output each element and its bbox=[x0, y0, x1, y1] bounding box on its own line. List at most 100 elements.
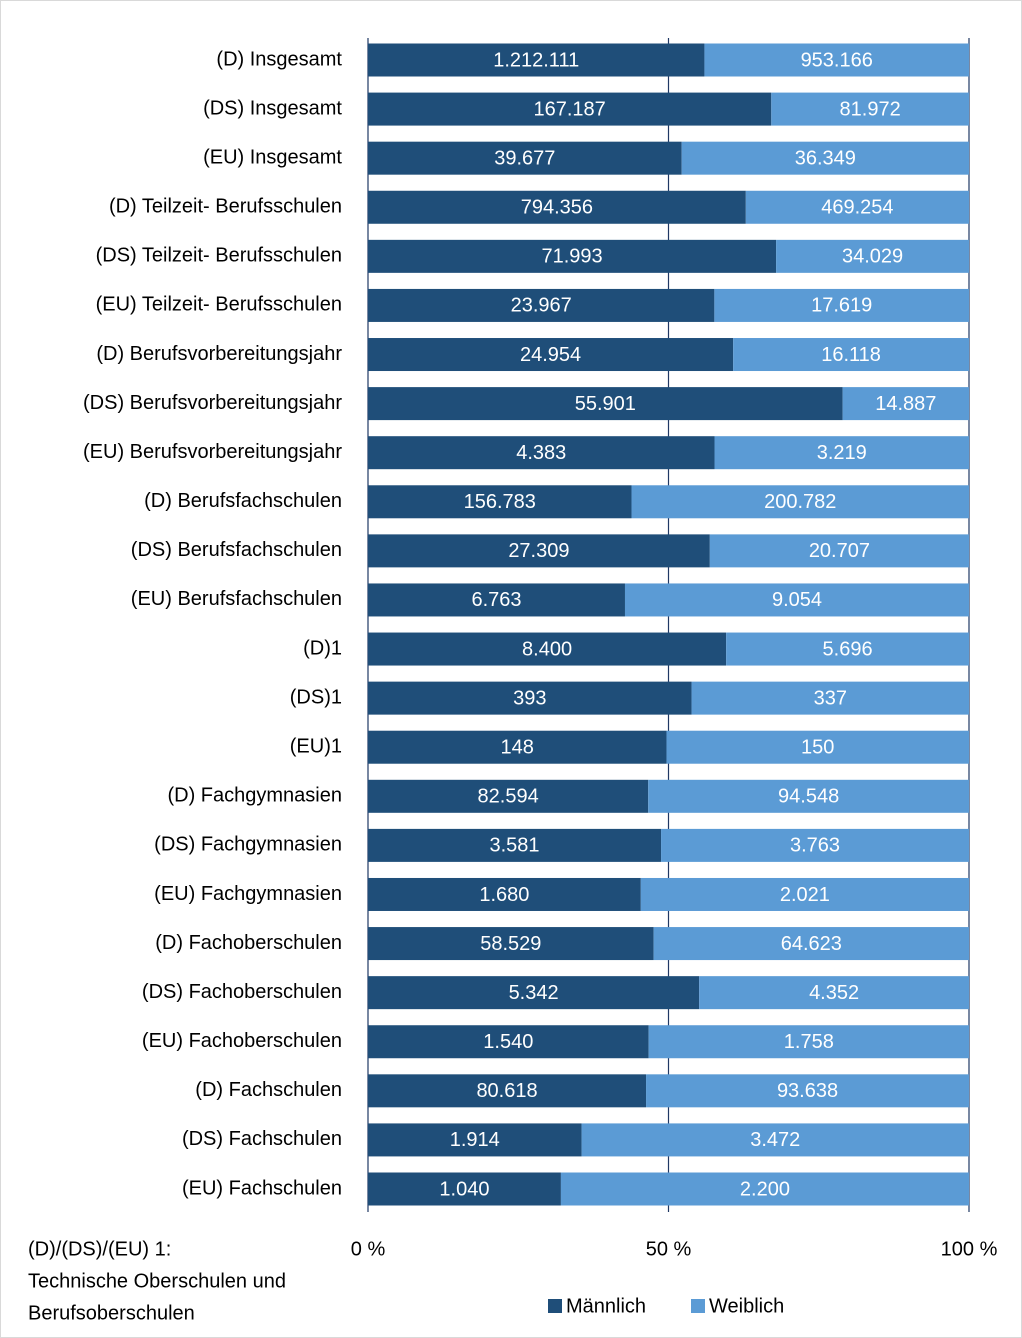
y-tick-label: (DS)1 bbox=[290, 686, 342, 708]
data-label: 1.212.111 bbox=[493, 49, 579, 71]
data-label: 64.623 bbox=[781, 933, 842, 955]
data-label: 94.548 bbox=[778, 786, 839, 808]
bar-segment bbox=[714, 288, 969, 322]
bar-segment bbox=[368, 92, 772, 126]
legend-label: Weiblich bbox=[709, 1295, 784, 1317]
data-label: 3.581 bbox=[489, 835, 539, 857]
bar-segment bbox=[714, 436, 969, 470]
data-label: 36.349 bbox=[795, 147, 856, 169]
bar-segment bbox=[368, 141, 682, 175]
y-tick-label: (D) Berufsvorbereitungsjahr bbox=[96, 343, 342, 365]
y-tick-label: (EU) Fachgymnasien bbox=[154, 883, 342, 905]
bar-segment bbox=[368, 976, 700, 1010]
data-label: 27.309 bbox=[508, 540, 569, 562]
data-label: 3.472 bbox=[750, 1129, 800, 1151]
y-tick-label: (EU)1 bbox=[290, 735, 342, 757]
data-label: 4.383 bbox=[516, 442, 566, 464]
data-label: 39.677 bbox=[494, 147, 555, 169]
data-label: 9.054 bbox=[772, 589, 822, 611]
bar-segment bbox=[368, 1074, 647, 1108]
y-tick-label: (D) Fachoberschulen bbox=[155, 932, 342, 954]
bar-segment bbox=[646, 1074, 969, 1108]
note: Berufsoberschulen bbox=[28, 1302, 195, 1324]
data-label: 20.707 bbox=[809, 540, 870, 562]
data-label: 58.529 bbox=[480, 933, 541, 955]
bar-segment bbox=[681, 141, 969, 175]
y-tick-label: (DS) Teilzeit- Berufsschulen bbox=[96, 245, 342, 267]
y-tick-label: (EU) Fachoberschulen bbox=[142, 1030, 342, 1052]
data-label: 34.029 bbox=[842, 246, 903, 268]
data-label: 2.021 bbox=[780, 884, 830, 906]
bar-segment bbox=[368, 1172, 561, 1206]
y-tick-label: (D) Insgesamt bbox=[216, 48, 342, 70]
data-label: 4.352 bbox=[809, 982, 859, 1004]
bar-segment bbox=[368, 779, 649, 813]
data-label: 167.187 bbox=[533, 98, 605, 120]
y-tick-label: (D) Teilzeit- Berufsschulen bbox=[109, 196, 342, 218]
data-label: 1.040 bbox=[439, 1178, 489, 1200]
data-label: 148 bbox=[501, 736, 534, 758]
y-tick-label: (DS) Insgesamt bbox=[203, 97, 342, 119]
bar-segment bbox=[640, 877, 969, 911]
x-tick-label: 100 % bbox=[941, 1238, 998, 1260]
bar-segment bbox=[368, 190, 746, 224]
data-label: 14.887 bbox=[875, 393, 936, 415]
data-label: 23.967 bbox=[511, 295, 572, 317]
data-label: 82.594 bbox=[478, 786, 539, 808]
data-label: 24.954 bbox=[520, 344, 581, 366]
bar-segment bbox=[368, 534, 710, 568]
bar-segment bbox=[368, 239, 777, 273]
bar-segment bbox=[368, 436, 715, 470]
bar-segment bbox=[666, 730, 969, 764]
bar-segment bbox=[771, 92, 969, 126]
data-label: 93.638 bbox=[777, 1080, 838, 1102]
bar-segment bbox=[368, 877, 641, 911]
data-label: 80.618 bbox=[476, 1080, 537, 1102]
data-label: 1.914 bbox=[450, 1129, 500, 1151]
legend-swatch bbox=[548, 1299, 562, 1313]
bar-segment bbox=[733, 338, 969, 372]
bar-segment bbox=[368, 485, 632, 519]
bar-segment bbox=[581, 1123, 969, 1157]
bar-segment bbox=[368, 1123, 582, 1157]
legend-swatch bbox=[691, 1299, 705, 1313]
y-tick-label: (DS) Berufsvorbereitungsjahr bbox=[83, 392, 342, 414]
data-label: 469.254 bbox=[821, 197, 893, 219]
data-label: 953.166 bbox=[801, 49, 873, 71]
bar-segment bbox=[776, 239, 969, 273]
data-label: 150 bbox=[801, 736, 834, 758]
x-tick-label: 50 % bbox=[646, 1238, 692, 1260]
data-label: 3.219 bbox=[817, 442, 867, 464]
y-tick-label: (DS) Fachschulen bbox=[182, 1128, 342, 1150]
data-label: 5.696 bbox=[823, 638, 873, 660]
bar-segment bbox=[726, 632, 969, 666]
bar-segment bbox=[709, 534, 969, 568]
data-label: 393 bbox=[513, 687, 546, 709]
y-tick-label: (EU) Insgesamt bbox=[203, 146, 342, 168]
y-tick-label: (D) Berufsfachschulen bbox=[144, 490, 342, 512]
bar-segment bbox=[368, 338, 734, 372]
bar-segment bbox=[631, 485, 969, 519]
data-label: 6.763 bbox=[471, 589, 521, 611]
y-tick-label: (DS) Fachgymnasien bbox=[154, 834, 342, 856]
data-label: 55.901 bbox=[575, 393, 636, 415]
data-label: 200.782 bbox=[764, 491, 836, 513]
bar-segment bbox=[745, 190, 969, 224]
y-tick-label: (DS) Berufsfachschulen bbox=[131, 539, 342, 561]
y-tick-label: (EU) Fachschulen bbox=[182, 1177, 342, 1199]
bar-segment bbox=[368, 387, 843, 421]
bar-segment bbox=[704, 43, 969, 77]
note: (D)/(DS)/(EU) 1: bbox=[28, 1238, 171, 1260]
data-label: 1.680 bbox=[479, 884, 529, 906]
data-label: 337 bbox=[814, 687, 847, 709]
bar-segment bbox=[368, 828, 662, 862]
y-tick-label: (D) Fachschulen bbox=[195, 1079, 342, 1101]
data-label: 71.993 bbox=[541, 246, 602, 268]
data-label: 2.200 bbox=[740, 1178, 790, 1200]
data-label: 81.972 bbox=[840, 98, 901, 120]
legend-label: Männlich bbox=[566, 1295, 646, 1317]
data-label: 156.783 bbox=[464, 491, 536, 513]
x-tick-label: 0 % bbox=[351, 1238, 386, 1260]
